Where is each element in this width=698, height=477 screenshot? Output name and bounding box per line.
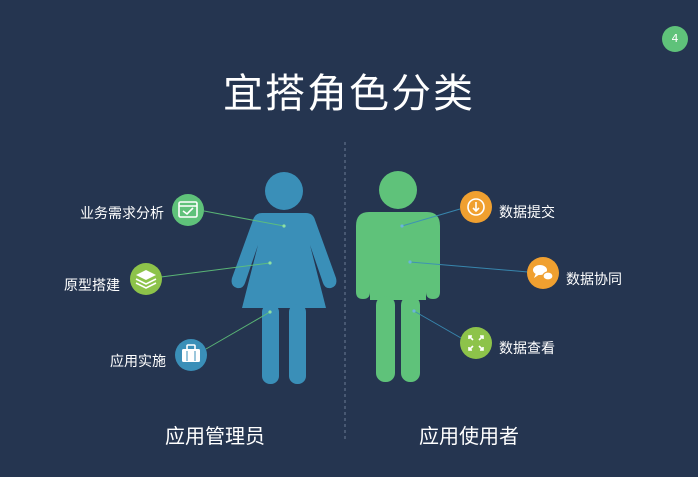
page-title: 宜搭角色分类	[223, 71, 475, 117]
layers-icon	[130, 263, 162, 295]
chat-bubbles-icon	[527, 257, 559, 289]
admin-role-label: 应用管理员	[165, 424, 265, 448]
admin-feature-label: 应用实施	[110, 354, 166, 370]
user-feature-label: 数据提交	[499, 205, 555, 221]
admin-figure	[231, 172, 337, 384]
user-feature-label: 数据协同	[566, 272, 622, 288]
upload-arrow-icon	[460, 191, 492, 223]
checklist-window-icon	[172, 194, 204, 226]
briefcase-icon	[175, 339, 207, 371]
user-feature-label: 数据查看	[499, 341, 555, 357]
user-role-label: 应用使用者	[419, 424, 519, 448]
user-figure	[356, 171, 440, 382]
admin-feature-label: 原型搭建	[64, 278, 120, 294]
page-number-badge: 4	[662, 26, 688, 52]
admin-feature-label: 业务需求分析	[80, 206, 164, 222]
expand-arrows-icon	[460, 327, 492, 359]
